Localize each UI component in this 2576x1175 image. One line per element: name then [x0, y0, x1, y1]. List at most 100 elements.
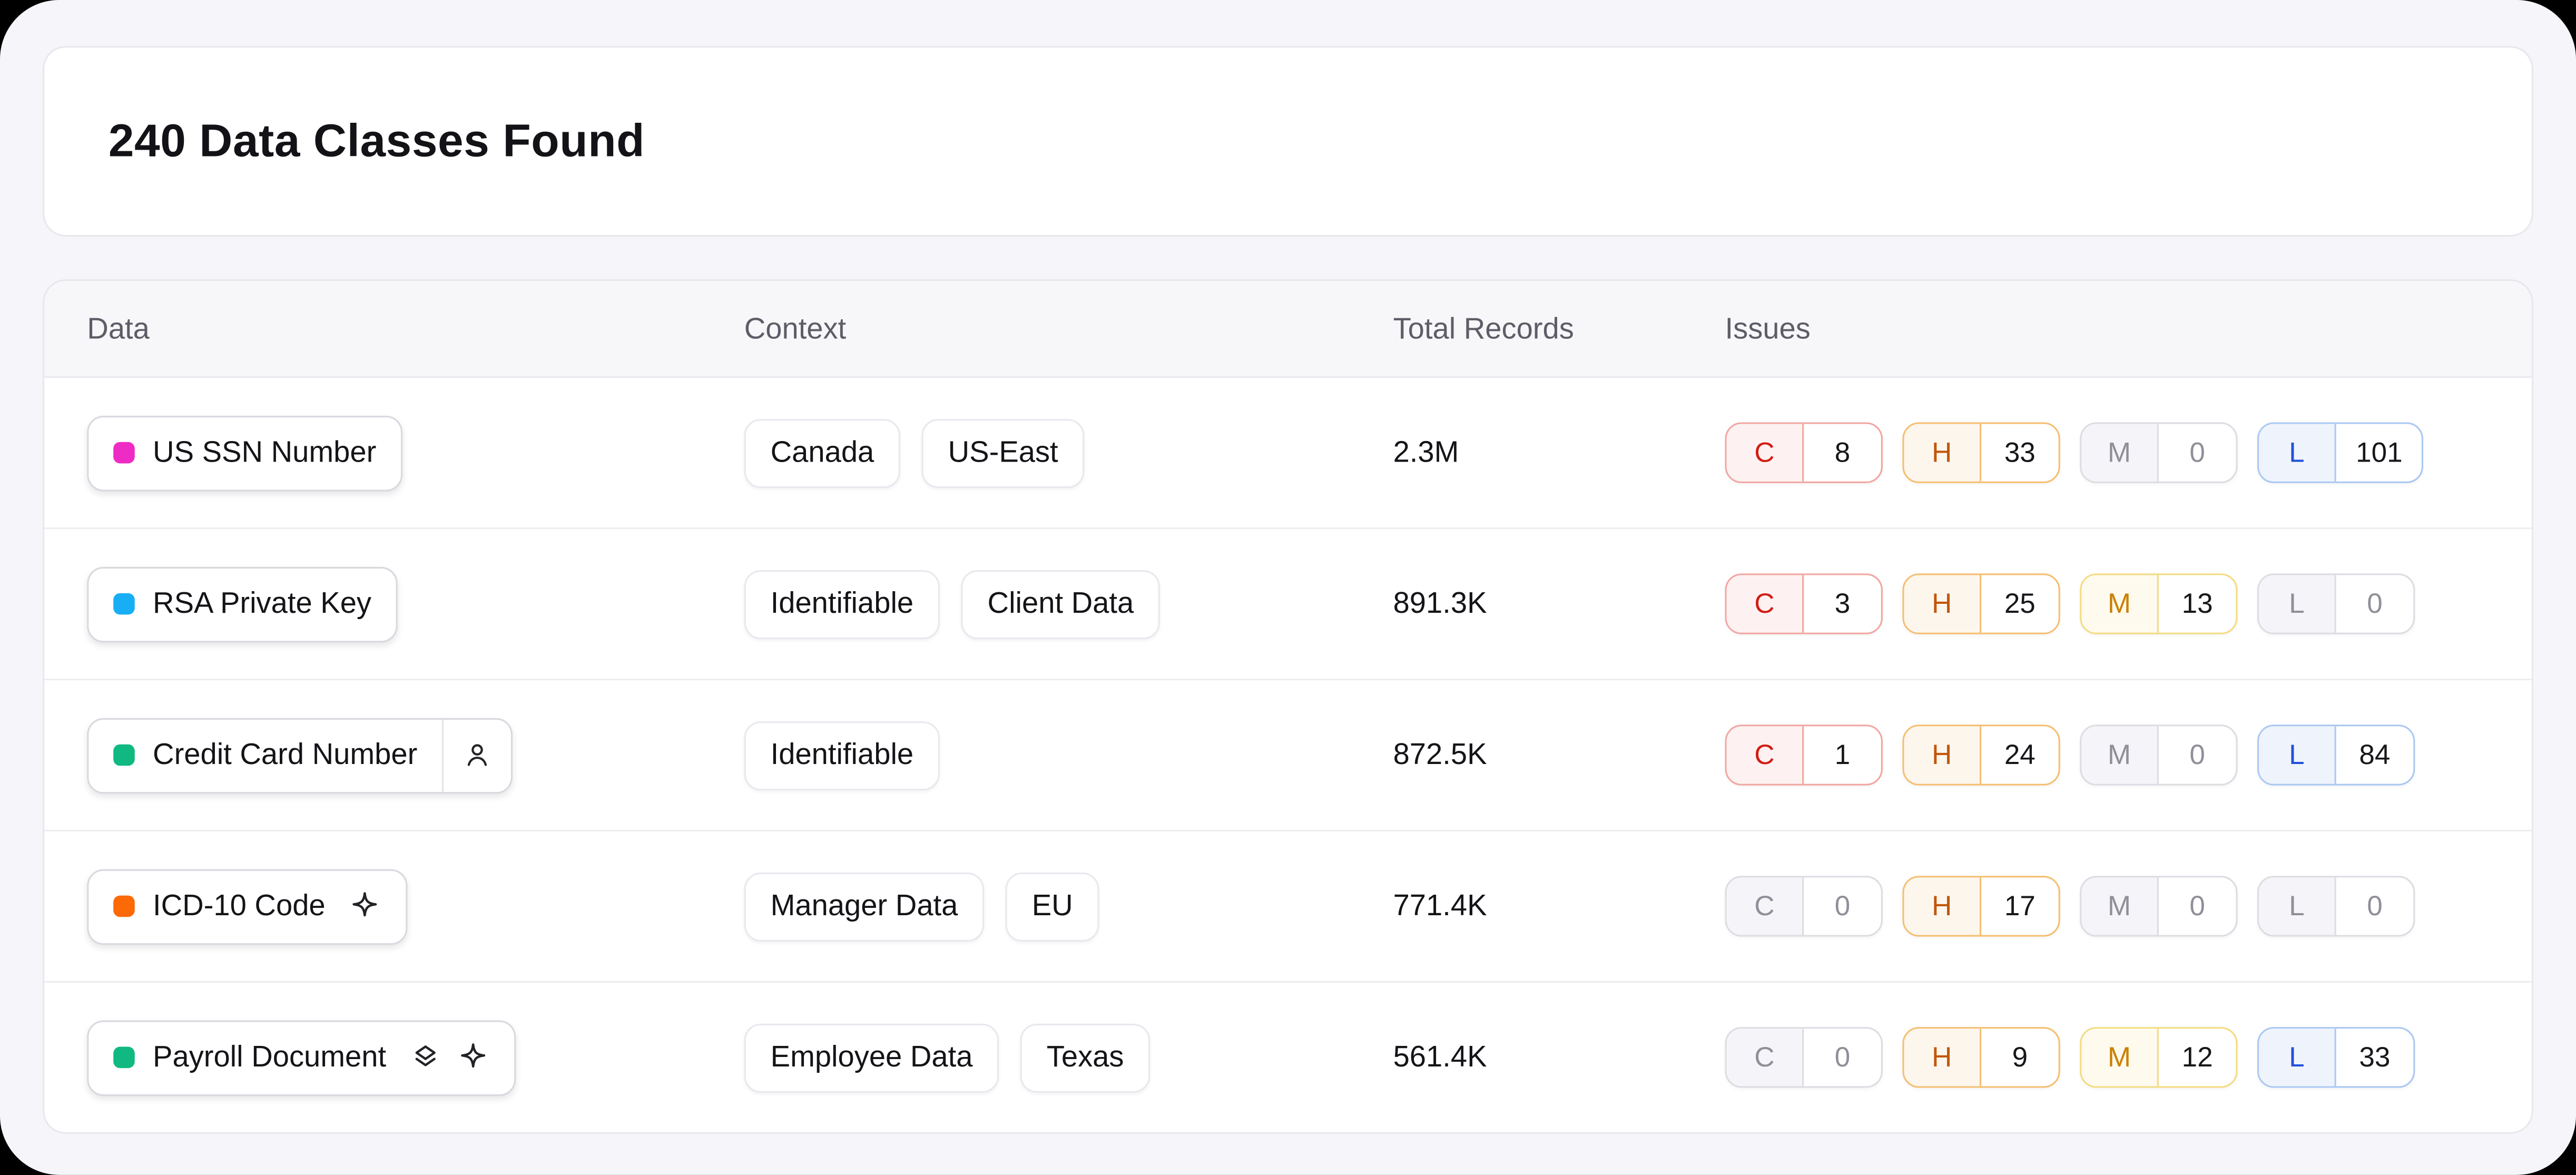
severity-letter: M — [2081, 1029, 2157, 1086]
total-records-value: 771.4K — [1393, 889, 1487, 922]
severity-letter: L — [2259, 424, 2335, 482]
data-class-name: ICD-10 Code — [153, 889, 326, 922]
context-pill[interactable]: US-East — [921, 418, 1085, 487]
data-class-name: US SSN Number — [153, 435, 377, 468]
issue-count: 9 — [1979, 1029, 2059, 1086]
severity-letter: M — [2081, 424, 2157, 482]
context-pill[interactable]: Canada — [744, 418, 901, 487]
summary-card: 240 Data Classes Found — [43, 46, 2533, 237]
issue-count: 0 — [2157, 877, 2236, 935]
context-pill[interactable]: Texas — [1020, 1023, 1151, 1092]
context-pill[interactable]: Client Data — [961, 569, 1161, 639]
column-header-context: Context — [744, 311, 847, 345]
high-issues-badge[interactable]: H 9 — [1902, 1027, 2060, 1088]
issue-count: 33 — [1979, 424, 2059, 482]
issue-count: 24 — [1979, 726, 2059, 784]
issue-count: 8 — [1802, 424, 1881, 482]
low-issues-badge[interactable]: L 33 — [2257, 1027, 2415, 1088]
data-class-color-dot — [113, 1046, 135, 1069]
medium-issues-badge[interactable]: M 0 — [2080, 422, 2238, 483]
total-records-value: 891.3K — [1393, 586, 1487, 620]
severity-letter: L — [2259, 877, 2335, 935]
data-class-pill[interactable]: ICD-10 Code — [87, 868, 408, 944]
data-class-pill[interactable]: RSA Private Key — [87, 566, 398, 642]
high-issues-badge[interactable]: H 17 — [1902, 876, 2060, 937]
data-class-pill[interactable]: Payroll Document — [87, 1020, 516, 1095]
issue-count: 84 — [2334, 726, 2414, 784]
data-class-pill[interactable]: US SSN Number — [87, 415, 403, 491]
severity-letter: C — [1726, 726, 1803, 784]
severity-letter: C — [1726, 1029, 1803, 1086]
person-icon — [468, 744, 487, 766]
context-pill[interactable]: EU — [1005, 872, 1099, 941]
issue-count: 0 — [2157, 726, 2236, 784]
context-pill[interactable]: Identifiable — [744, 720, 940, 790]
high-issues-badge[interactable]: H 33 — [1902, 422, 2060, 483]
context-label: Manager Data — [770, 889, 958, 922]
column-header-issues: Issues — [1725, 311, 1811, 345]
issue-count: 101 — [2334, 424, 2422, 482]
severity-letter: L — [2259, 1029, 2335, 1086]
low-issues-badge[interactable]: L 0 — [2257, 876, 2415, 937]
severity-letter: C — [1726, 877, 1803, 935]
issue-count: 17 — [1979, 877, 2059, 935]
critical-issues-badge[interactable]: C 8 — [1725, 422, 1883, 483]
table-row[interactable]: Payroll Document — [44, 982, 2532, 1132]
critical-issues-badge[interactable]: C 0 — [1725, 1027, 1883, 1088]
table-row[interactable]: RSA Private Key Identifiable Client Data… — [44, 529, 2532, 681]
severity-letter: H — [1904, 424, 1980, 482]
data-class-color-dot — [113, 442, 135, 464]
issue-count: 25 — [1979, 575, 2059, 633]
high-issues-badge[interactable]: H 24 — [1902, 724, 2060, 786]
critical-issues-badge[interactable]: C 1 — [1725, 724, 1883, 786]
high-issues-badge[interactable]: H 25 — [1902, 573, 2060, 634]
data-class-color-dot — [113, 744, 135, 766]
medium-issues-badge[interactable]: M 12 — [2080, 1027, 2238, 1088]
table-row[interactable]: Credit Card Number Identifiable 872.5K — [44, 680, 2532, 832]
severity-letter: L — [2259, 575, 2335, 633]
severity-letter: H — [1904, 1029, 1980, 1086]
medium-issues-badge[interactable]: M 0 — [2080, 876, 2238, 937]
issue-count: 33 — [2334, 1029, 2414, 1086]
page-title: 240 Data Classes Found — [108, 115, 645, 166]
data-class-name: RSA Private Key — [153, 586, 372, 620]
data-classes-table: Data Context Total Records Issues US SSN… — [43, 279, 2533, 1134]
context-label: Employee Data — [770, 1040, 973, 1073]
sparkle-icon — [461, 1042, 486, 1067]
table-header: Data Context Total Records Issues — [44, 281, 2532, 378]
context-label: Canada — [770, 435, 874, 468]
context-pill[interactable]: Identifiable — [744, 569, 940, 639]
low-issues-badge[interactable]: L 101 — [2257, 422, 2424, 483]
total-records-value: 561.4K — [1393, 1040, 1487, 1073]
medium-issues-badge[interactable]: M 0 — [2080, 724, 2238, 786]
issue-count: 0 — [1802, 877, 1881, 935]
context-pill[interactable]: Employee Data — [744, 1023, 999, 1092]
issue-count: 12 — [2157, 1029, 2236, 1086]
context-pill[interactable]: Manager Data — [744, 872, 985, 941]
issue-count: 0 — [2334, 575, 2414, 633]
table-row[interactable]: US SSN Number Canada US-East 2.3M C 8 H — [44, 378, 2532, 530]
issue-count: 1 — [1802, 726, 1881, 784]
total-records-value: 872.5K — [1393, 738, 1487, 771]
low-issues-badge[interactable]: L 84 — [2257, 724, 2415, 786]
data-class-color-dot — [113, 895, 135, 917]
medium-issues-badge[interactable]: M 13 — [2080, 573, 2238, 634]
severity-letter: L — [2259, 726, 2335, 784]
severity-letter: C — [1726, 424, 1803, 482]
low-issues-badge[interactable]: L 0 — [2257, 573, 2415, 634]
context-label: Client Data — [987, 586, 1134, 620]
data-class-pill[interactable]: Credit Card Number — [87, 717, 513, 793]
column-header-data: Data — [87, 311, 150, 345]
identity-segment[interactable] — [442, 719, 511, 791]
context-label: Identifiable — [770, 586, 914, 620]
issue-count: 0 — [2334, 877, 2414, 935]
data-class-name: Payroll Document — [153, 1040, 387, 1073]
table-row[interactable]: ICD-10 Code Manager Data EU 771.4K — [44, 831, 2532, 983]
issue-count: 13 — [2157, 575, 2236, 633]
context-label: US-East — [948, 435, 1058, 468]
sparkle-icon — [352, 891, 377, 916]
critical-issues-badge[interactable]: C 0 — [1725, 876, 1883, 937]
critical-issues-badge[interactable]: C 3 — [1725, 573, 1883, 634]
severity-letter: H — [1904, 877, 1980, 935]
